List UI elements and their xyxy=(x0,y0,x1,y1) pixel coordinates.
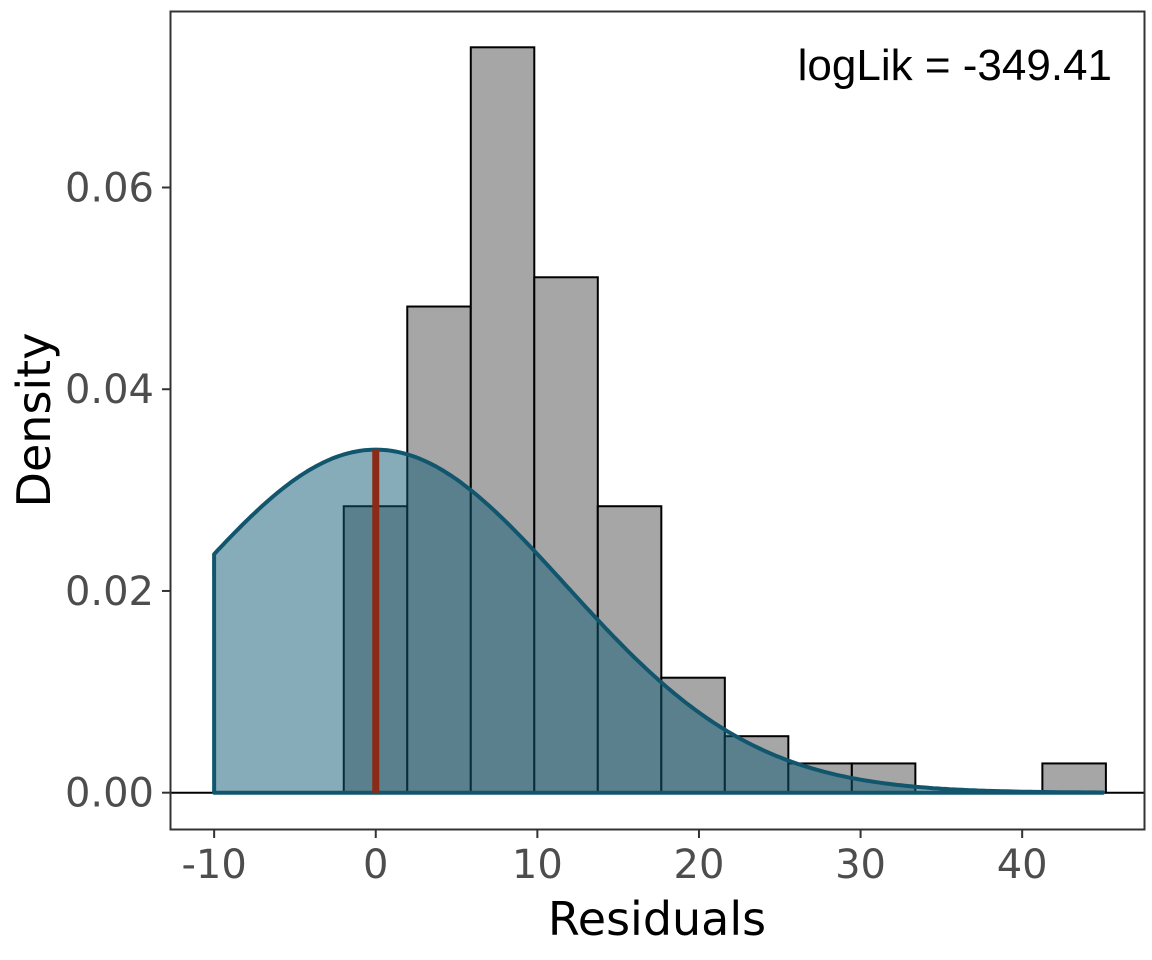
plot-panel-border xyxy=(169,10,1146,831)
histogram-bar xyxy=(1041,762,1107,794)
x-axis-title: Residuals xyxy=(548,892,766,946)
y-tick-label: 0.02 xyxy=(65,569,154,615)
y-tick-label: 0.00 xyxy=(65,771,154,817)
normal-density-curve xyxy=(212,447,1105,795)
y-axis-title: Density xyxy=(7,333,61,508)
loglik-annotation: logLik = -349.41 xyxy=(798,41,1112,90)
y-axis: 0.00 0.02 0.04 0.06 xyxy=(65,166,170,817)
x-tick-label: 40 xyxy=(997,842,1048,888)
x-tick-label: 30 xyxy=(835,842,886,888)
y-tick-label: 0.04 xyxy=(65,367,154,413)
x-tick-label: -10 xyxy=(181,842,246,888)
y-tick-label: 0.06 xyxy=(65,166,154,212)
plot-marks xyxy=(171,46,1145,795)
x-tick-label: 20 xyxy=(674,842,725,888)
x-tick-label: 0 xyxy=(363,842,388,888)
x-tick-label: 10 xyxy=(512,842,563,888)
x-axis: -10 0 10 20 30 40 xyxy=(181,830,1048,888)
